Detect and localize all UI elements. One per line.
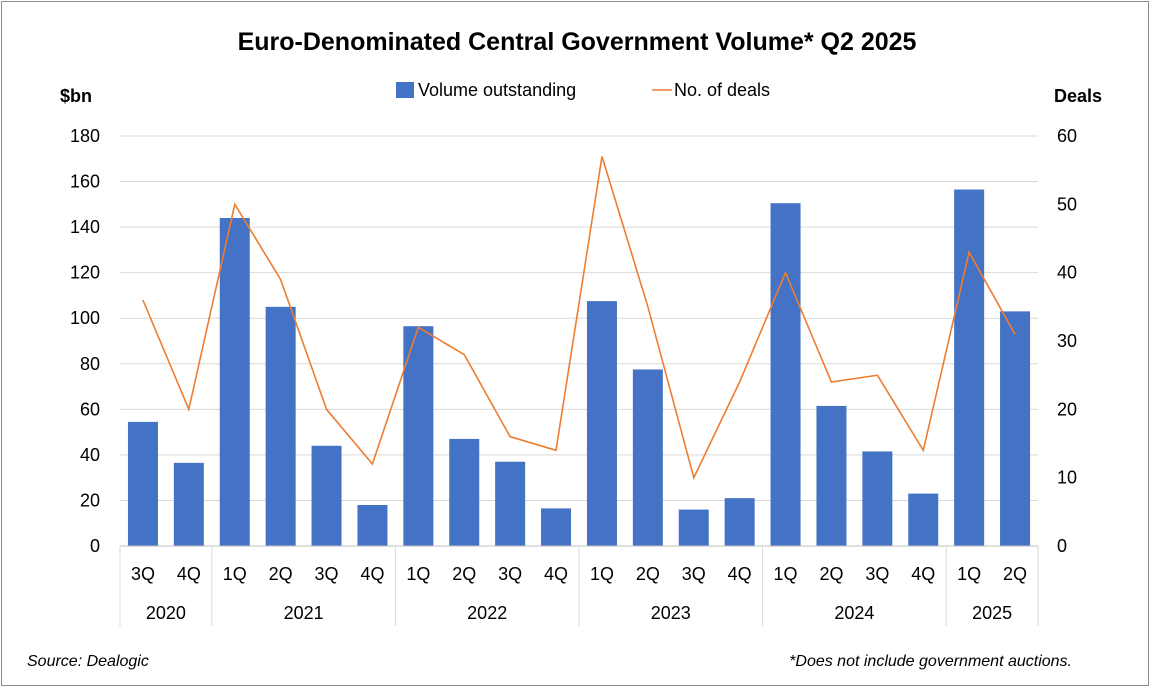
volume-bar	[449, 438, 480, 546]
quarter-label: 2Q	[636, 564, 660, 584]
x-axis: 3Q 4Q 1Q 2Q 3Q 4Q 1Q 2Q 3Q 4Q 1Q 2Q 3Q 4Q 1Q 2Q 3Q 4Q 1Q 2Q…	[119, 545, 1039, 626]
volume-bar	[495, 461, 526, 546]
y-left-tick-label: 140	[70, 217, 100, 237]
y-left-tick-label: 100	[70, 308, 100, 328]
quarter-label: 1Q	[406, 564, 430, 584]
year-label: 2023	[651, 603, 691, 623]
legend-deals-label: No. of deals	[674, 80, 770, 100]
volume-bar	[541, 508, 572, 546]
y-left-tick-label: 160	[70, 172, 100, 192]
quarter-label: 3Q	[315, 564, 339, 584]
quarter-label: 1Q	[774, 564, 798, 584]
y-right-tick-label: 40	[1057, 263, 1077, 283]
y-left-ticks: 0 20 40 60 80 100 120 140 160 180	[70, 126, 100, 556]
volume-bar	[908, 493, 939, 546]
quarter-label: 2Q	[269, 564, 293, 584]
y-right-tick-label: 50	[1057, 194, 1077, 214]
quarter-label: 2Q	[819, 564, 843, 584]
quarter-label: 3Q	[131, 564, 155, 584]
volume-bar	[724, 498, 755, 546]
line-series	[142, 156, 1016, 480]
year-label: 2025	[972, 603, 1012, 623]
y-right-tick-label: 20	[1057, 399, 1077, 419]
volume-bar	[954, 189, 985, 546]
y-right-tick-label: 30	[1057, 331, 1077, 351]
quarter-label: 4Q	[728, 564, 752, 584]
volume-bar	[678, 509, 709, 546]
year-label: 2020	[146, 603, 186, 623]
volume-bar	[403, 326, 434, 546]
y-left-tick-label: 40	[80, 445, 100, 465]
volume-bar	[632, 369, 663, 546]
quarter-label: 4Q	[360, 564, 384, 584]
source-note: Source: Dealogic	[27, 653, 149, 670]
quarter-label: 3Q	[865, 564, 889, 584]
volume-bar	[770, 203, 801, 546]
deals-line	[142, 156, 1016, 480]
volume-bar	[357, 505, 388, 546]
volume-bar	[127, 421, 158, 546]
year-label: 2024	[834, 603, 874, 623]
y-right-tick-label: 10	[1057, 468, 1077, 488]
quarter-label: 4Q	[911, 564, 935, 584]
volume-bar	[173, 462, 204, 546]
y-right-axis-title: Deals	[1054, 86, 1102, 106]
auction-footnote: *Does not include government auctions.	[789, 653, 1072, 670]
quarter-label: 1Q	[590, 564, 614, 584]
legend-volume-label: Volume outstanding	[418, 80, 576, 100]
volume-bar	[816, 405, 847, 546]
year-label: 2021	[284, 603, 324, 623]
quarter-label: 1Q	[957, 564, 981, 584]
volume-bar	[311, 445, 342, 546]
bar-series	[127, 189, 1031, 546]
legend: Volume outstanding No. of deals	[396, 80, 770, 100]
gridlines	[120, 135, 1038, 501]
year-label: 2022	[467, 603, 507, 623]
y-left-axis-title: $bn	[60, 86, 92, 106]
chart-title: Euro-Denominated Central Government Volu…	[238, 28, 917, 56]
volume-bar	[586, 301, 617, 546]
volume-bar	[862, 451, 893, 546]
quarter-label: 2Q	[452, 564, 476, 584]
y-left-tick-label: 180	[70, 126, 100, 146]
y-right-tick-label: 0	[1057, 536, 1067, 556]
y-left-tick-label: 20	[80, 490, 100, 510]
y-right-ticks: 0 10 20 30 40 50 60	[1057, 126, 1077, 556]
y-left-tick-label: 80	[80, 354, 100, 374]
quarter-label: 1Q	[223, 564, 247, 584]
volume-bar	[265, 306, 296, 546]
y-left-tick-label: 60	[80, 399, 100, 419]
quarter-label: 3Q	[498, 564, 522, 584]
legend-volume-swatch	[396, 82, 414, 98]
y-left-tick-label: 120	[70, 263, 100, 283]
quarter-label: 4Q	[544, 564, 568, 584]
quarter-label: 4Q	[177, 564, 201, 584]
quarter-label: 3Q	[682, 564, 706, 584]
quarter-label: 2Q	[1003, 564, 1027, 584]
volume-bar	[1000, 311, 1031, 546]
volume-bar	[219, 218, 250, 546]
y-right-tick-label: 60	[1057, 126, 1077, 146]
y-left-tick-label: 0	[90, 536, 100, 556]
